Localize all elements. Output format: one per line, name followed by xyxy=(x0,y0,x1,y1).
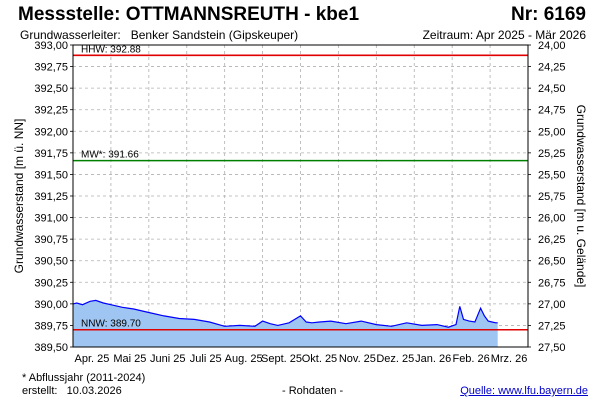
y-tick-label: 390,00 xyxy=(34,299,68,311)
y2-tick-label: 25,25 xyxy=(538,148,566,160)
x-tick-label: Jan. 26 xyxy=(415,353,451,365)
raw-data-note: - Rohdaten - xyxy=(282,385,344,397)
x-tick-label: Okt. 25 xyxy=(302,353,337,365)
y2-tick-label: 24,75 xyxy=(538,105,566,117)
source-url[interactable]: www.lfu.bayern.de xyxy=(498,385,588,397)
source-link[interactable]: Quelle: www.lfu.bayern.de xyxy=(460,385,588,397)
y-tick-label: 390,25 xyxy=(34,277,68,289)
y-tick-label: 392,25 xyxy=(34,105,68,117)
period-label: Zeitraum: Apr 2025 - Mär 2026 xyxy=(422,28,586,42)
station-title: Messstelle: OTTMANNSREUTH - kbe1 xyxy=(18,4,360,25)
created-label: erstellt: xyxy=(22,385,58,397)
y-tick-label: 392,75 xyxy=(34,62,68,74)
x-tick-label: Juli 25 xyxy=(190,353,222,365)
y2-tick-label: 26,25 xyxy=(538,234,566,246)
aquifer-label: Grundwasserleiter: xyxy=(20,28,121,42)
x-tick-label: Apr. 25 xyxy=(75,353,110,365)
y2-tick-label: 25,75 xyxy=(538,191,566,203)
y-tick-label: 393,00 xyxy=(34,40,68,52)
y2-tick-label: 26,50 xyxy=(538,256,566,268)
footnote: * Abflussjahr (2011-2024) xyxy=(22,372,146,384)
y2-tick-label: 24,25 xyxy=(538,62,566,74)
x-tick-label: Dez. 25 xyxy=(376,353,414,365)
y-tick-label: 391,50 xyxy=(34,169,68,181)
source-label: Quelle: xyxy=(460,385,496,397)
y-tick-label: 391,25 xyxy=(34,191,68,203)
x-tick-label: Mai 25 xyxy=(113,353,146,365)
x-tick-label: Feb. 26 xyxy=(452,353,489,365)
y2-tick-label: 25,50 xyxy=(538,169,566,181)
reference-label-nnw: NNW: 389.70 xyxy=(81,319,141,330)
y-tick-label: 392,50 xyxy=(34,83,68,95)
plot-frame xyxy=(72,44,529,348)
y2-tick-label: 26,00 xyxy=(538,213,566,225)
reference-label-hhw: HHW: 392.88 xyxy=(81,44,141,55)
y2-tick-label: 26,75 xyxy=(538,277,566,289)
y-tick-label: 389,50 xyxy=(34,342,68,354)
created-info: erstellt: 10.03.2026 xyxy=(22,385,122,397)
y-tick-label: 391,00 xyxy=(34,213,68,225)
x-tick-label: Sept. 25 xyxy=(261,353,302,365)
x-tick-label: Aug. 25 xyxy=(225,353,263,365)
y-tick-label: 390,50 xyxy=(34,256,68,268)
y2-tick-label: 27,00 xyxy=(538,299,566,311)
station-number: Nr: 6169 xyxy=(511,4,586,25)
x-tick-label: Juni 25 xyxy=(150,353,185,365)
y-axis-title: Grundwasserstand [m ü. NN] xyxy=(12,119,26,274)
aquifer-info: Grundwasserleiter: Benker Sandstein (Gip… xyxy=(20,28,298,42)
reference-label-mw: MW*: 391.66 xyxy=(81,150,139,161)
y2-tick-label: 24,50 xyxy=(538,83,566,95)
y2-tick-label: 27,50 xyxy=(538,342,566,354)
y-tick-label: 389,75 xyxy=(34,320,68,332)
x-tick-label: Nov. 25 xyxy=(339,353,376,365)
y-tick-label: 390,75 xyxy=(34,234,68,246)
created-date: 10.03.2026 xyxy=(66,385,122,397)
aquifer-value: Benker Sandstein (Gipskeuper) xyxy=(130,28,299,42)
x-tick-label: Mrz. 26 xyxy=(491,353,528,365)
y-tick-label: 392,00 xyxy=(34,126,68,138)
y2-axis-title: Grundwasserstand [m u. Gelände] xyxy=(574,105,588,288)
y2-tick-label: 27,25 xyxy=(538,320,566,332)
y-tick-label: 391,75 xyxy=(34,148,68,160)
series-line xyxy=(72,299,498,328)
y2-tick-label: 25,00 xyxy=(538,126,566,138)
y2-tick-label: 24,00 xyxy=(538,40,566,52)
